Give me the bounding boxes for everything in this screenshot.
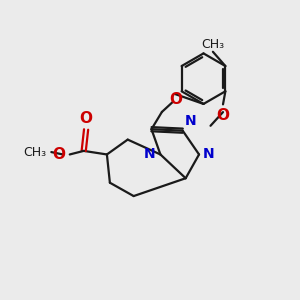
Text: O: O	[217, 108, 230, 123]
Text: O: O	[169, 92, 182, 107]
Text: N: N	[202, 148, 214, 161]
Text: N: N	[185, 114, 197, 128]
Text: O: O	[52, 147, 65, 162]
Text: CH₃: CH₃	[201, 38, 224, 51]
Text: N: N	[143, 147, 155, 161]
Text: O: O	[80, 111, 93, 126]
Text: CH₃: CH₃	[23, 146, 46, 159]
